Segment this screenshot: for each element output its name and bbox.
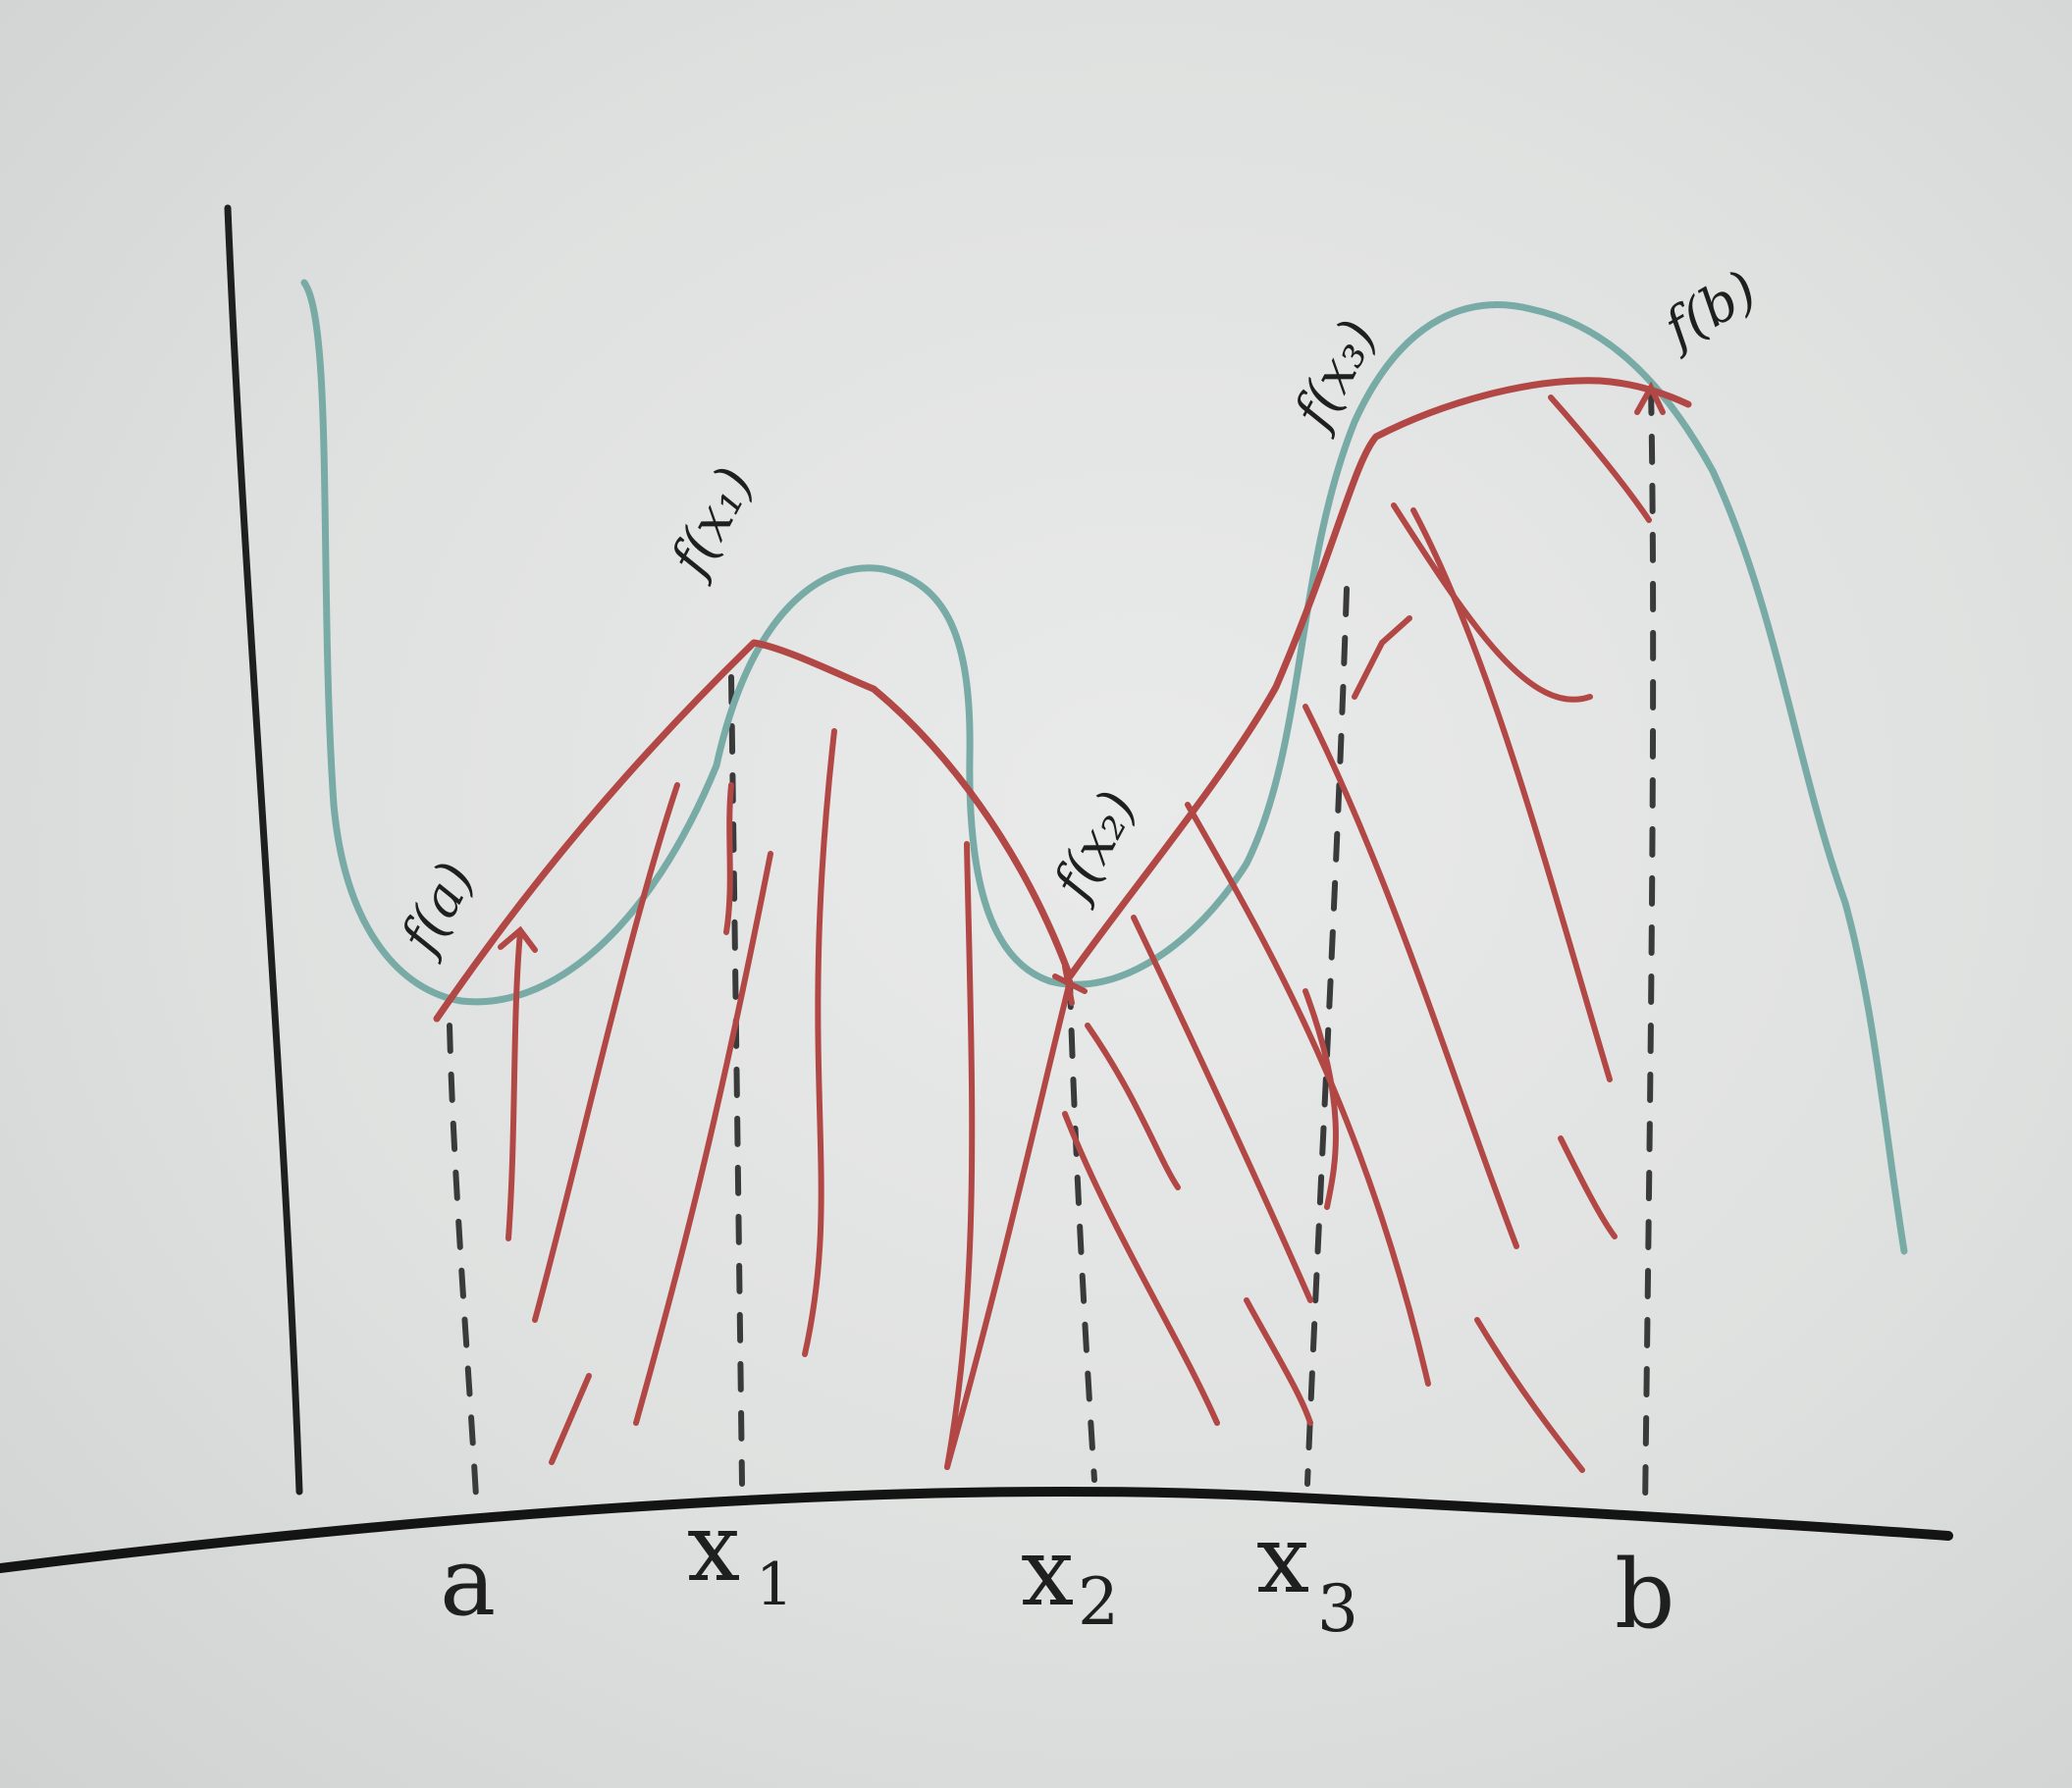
tick-label-x2-sub: 2 [1078, 1564, 1119, 1640]
hatch-stroke [944, 978, 1073, 1470]
marker-check [1352, 615, 1412, 700]
guide-x1 [728, 674, 745, 1487]
hatch-stroke [1474, 1317, 1585, 1473]
tick-label-x1-main: x [687, 1493, 740, 1603]
hatch-stroke [944, 841, 976, 1470]
guide-b [1642, 385, 1657, 1514]
hatch-stroke [532, 782, 680, 1323]
x-axis [0, 1487, 1953, 1573]
hatch-stroke [1548, 394, 1652, 523]
tick-label-x3-main: x [1256, 1504, 1309, 1614]
hatch-stroke [1302, 704, 1519, 1249]
tick-label-x3: x 3 [1256, 1504, 1358, 1647]
tick-label-x2-main: x [1021, 1517, 1074, 1627]
function-curve [300, 279, 1908, 1255]
label-fx1: f(x₁) [657, 457, 766, 589]
hatch-stroke [1185, 802, 1431, 1387]
marker-fa [498, 925, 538, 1241]
guide-a [447, 1023, 479, 1499]
hatch-stroke [1244, 1297, 1313, 1426]
label-fa: f(a) [387, 852, 487, 966]
hatch-stroke [549, 1373, 592, 1465]
hatch-stroke [1302, 988, 1339, 1210]
hatch-stroke [633, 851, 773, 1426]
point-markers [498, 381, 1666, 1241]
hatch-stroke [1391, 502, 1593, 703]
label-fb: f(b) [1651, 258, 1768, 361]
hatch-stroke [802, 728, 837, 1357]
dashed-guides [447, 385, 1657, 1514]
tick-label-x3-sub: 3 [1317, 1571, 1358, 1647]
tick-label-b: b [1615, 1540, 1674, 1650]
hatch-stroke [1085, 1023, 1181, 1190]
hatch-stroke [1410, 507, 1613, 1082]
guide-x3 [1304, 586, 1350, 1487]
tick-label-x1-sub: 1 [756, 1551, 793, 1619]
guide-x2 [1067, 978, 1097, 1483]
hatch-stroke [1558, 1135, 1618, 1239]
tick-label-x2: x 2 [1021, 1517, 1119, 1640]
tick-label-a: a [440, 1527, 496, 1637]
tick-label-x1: x 1 [687, 1493, 793, 1619]
hatch-stroke [723, 782, 734, 935]
label-fx3: f(x₃) [1280, 310, 1389, 442]
hatch-stroke [1062, 1111, 1220, 1426]
marker-fb [1634, 381, 1666, 415]
piecewise-linear-interpolant [433, 377, 1692, 1023]
hatching [532, 394, 1652, 1473]
y-axis [224, 204, 303, 1496]
hatch-stroke [1131, 915, 1313, 1303]
